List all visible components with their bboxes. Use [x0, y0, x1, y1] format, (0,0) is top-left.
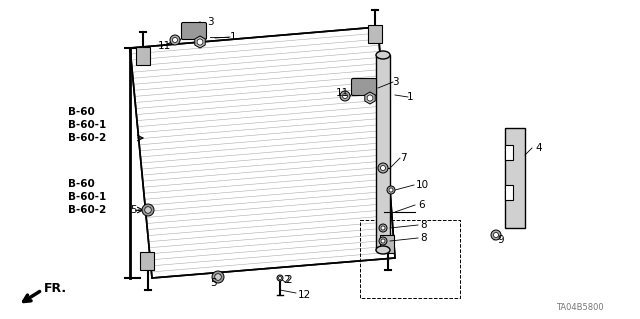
Text: 3: 3 [207, 17, 214, 27]
Text: 7: 7 [400, 153, 406, 163]
Text: 5: 5 [210, 278, 216, 288]
Circle shape [212, 271, 224, 283]
Text: 11: 11 [158, 41, 172, 51]
Circle shape [277, 275, 283, 281]
Text: 6: 6 [418, 200, 424, 210]
Circle shape [379, 224, 387, 232]
Ellipse shape [376, 246, 390, 254]
Text: 2: 2 [285, 275, 292, 285]
Circle shape [381, 166, 385, 170]
Bar [136, 47, 150, 65]
Circle shape [378, 163, 388, 173]
Circle shape [342, 93, 348, 99]
Circle shape [387, 186, 395, 194]
FancyBboxPatch shape [351, 78, 376, 95]
Text: 2: 2 [283, 275, 290, 285]
Text: 8: 8 [420, 220, 427, 230]
Text: 5: 5 [130, 205, 136, 215]
Text: TA04B5800: TA04B5800 [556, 303, 604, 313]
Text: 10: 10 [416, 180, 429, 190]
Text: 4: 4 [535, 143, 541, 153]
FancyBboxPatch shape [182, 23, 207, 40]
Bar [376, 55, 390, 250]
Polygon shape [195, 36, 205, 48]
Circle shape [493, 233, 499, 238]
Ellipse shape [376, 51, 390, 59]
Polygon shape [367, 95, 373, 101]
Text: 1: 1 [230, 32, 237, 42]
Text: 12: 12 [298, 290, 311, 300]
Text: 3: 3 [392, 77, 399, 87]
Circle shape [491, 230, 501, 240]
Bar [505, 128, 525, 228]
Text: 1: 1 [407, 92, 413, 102]
Circle shape [170, 35, 180, 45]
Text: 11: 11 [336, 88, 349, 98]
Text: B-60: B-60 [68, 107, 95, 117]
Text: 9: 9 [497, 235, 504, 245]
Bar [140, 252, 154, 270]
Text: B-60-1: B-60-1 [68, 120, 106, 130]
Circle shape [389, 188, 393, 192]
Text: B-60-1: B-60-1 [68, 192, 106, 202]
Circle shape [381, 239, 385, 243]
Circle shape [142, 204, 154, 216]
Bar [380, 235, 394, 253]
Circle shape [340, 91, 350, 101]
Circle shape [278, 277, 282, 279]
Text: B-60: B-60 [68, 179, 95, 189]
Bar [505, 145, 513, 160]
Text: 8: 8 [420, 233, 427, 243]
Circle shape [379, 237, 387, 245]
Polygon shape [130, 27, 395, 278]
Text: FR.: FR. [44, 281, 67, 294]
Circle shape [381, 226, 385, 230]
Text: B-60-2: B-60-2 [68, 205, 106, 215]
Circle shape [145, 207, 151, 213]
Polygon shape [197, 39, 203, 45]
Bar [505, 185, 513, 200]
Circle shape [214, 274, 221, 280]
Text: B-60-2: B-60-2 [68, 133, 106, 143]
Bar [368, 25, 382, 43]
Polygon shape [365, 92, 375, 104]
Circle shape [173, 38, 177, 42]
